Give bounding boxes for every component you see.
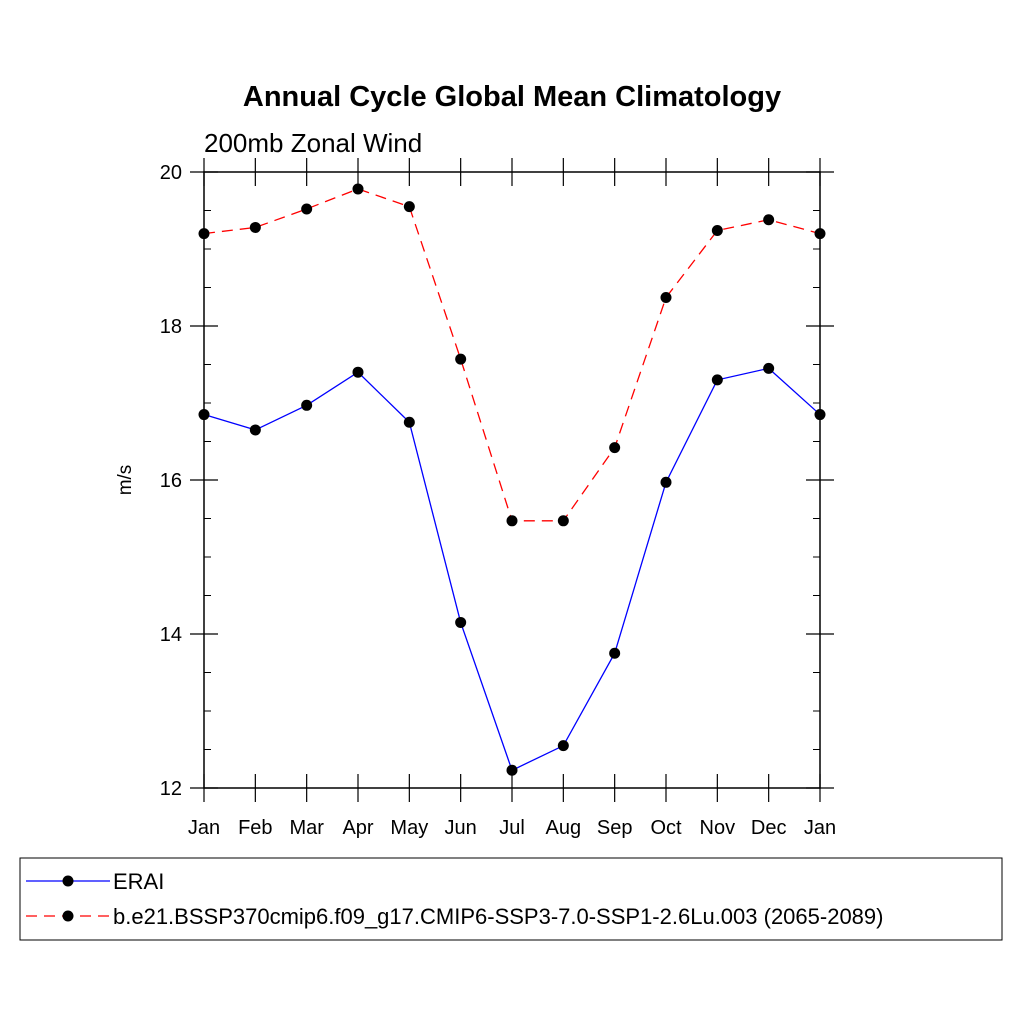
y-axis-label: m/s — [115, 465, 136, 496]
series-1-point — [506, 764, 518, 776]
y-tick-label: 16 — [160, 470, 182, 492]
y-tick-label: 20 — [160, 162, 182, 184]
y-tick-labels: 12 14 16 18 20 — [160, 162, 182, 800]
x-tick-label: Jan — [804, 817, 836, 839]
x-tick-label: Oct — [650, 817, 682, 839]
chart-title: Annual Cycle Global Mean Climatology — [243, 81, 781, 113]
y-tick-label: 18 — [160, 316, 182, 338]
series-1-point — [660, 476, 672, 488]
series-2-point — [455, 353, 467, 365]
x-tick-label: May — [390, 817, 428, 839]
x-tick-label: Sep — [597, 817, 633, 839]
series-line-1 — [203, 367, 821, 772]
series-1-point — [301, 399, 313, 411]
legend-label-2: b.e21.BSSP370cmip6.f09_g17.CMIP6-SSP3-7.… — [113, 904, 883, 929]
series-2-point — [249, 221, 261, 233]
series-2-point — [609, 442, 621, 454]
legend-label-1: ERAI — [113, 869, 164, 894]
series-2-point — [660, 292, 672, 304]
series-2-point — [557, 515, 569, 527]
x-tick-label: Dec — [751, 817, 787, 839]
x-tick-label: Nov — [700, 817, 736, 839]
x-tick-label: Apr — [342, 817, 373, 839]
series-1-point — [557, 740, 569, 752]
x-tick-label: Jun — [445, 817, 477, 839]
ticks-layer — [190, 158, 834, 802]
series-2-point — [301, 203, 313, 215]
y-tick-label: 12 — [160, 778, 182, 800]
legend: ERAI b.e21.BSSP370cmip6.f09_g17.CMIP6-SSP… — [19, 857, 1003, 941]
series-2-point — [352, 183, 364, 195]
series-1-point — [711, 374, 723, 386]
x-tick-label: Feb — [238, 817, 272, 839]
series-1-point — [763, 362, 775, 374]
y-tick-label: 14 — [160, 624, 182, 646]
x-tick-label: Mar — [289, 817, 324, 839]
series-layer — [198, 183, 826, 776]
x-tick-label: Aug — [546, 817, 582, 839]
series-2-point — [711, 225, 723, 237]
chart-subtitle: 200mb Zonal Wind — [204, 128, 422, 158]
legend-items: ERAI b.e21.BSSP370cmip6.f09_g17.CMIP6-SSP… — [26, 869, 883, 929]
series-1-point — [249, 424, 261, 436]
series-1-point — [609, 647, 621, 659]
plot-frame — [203, 171, 821, 789]
legend-marker-2 — [62, 910, 74, 922]
x-tick-labels: Jan Feb Mar Apr May Jun Jul Aug Sep Oct Nov Dec Jan — [188, 817, 836, 839]
x-tick-label: Jan — [188, 817, 220, 839]
series-2-point — [403, 201, 415, 213]
series-1-point — [403, 416, 415, 428]
series-2-point — [506, 515, 518, 527]
series-1-point — [352, 366, 364, 378]
legend-marker-1 — [62, 875, 74, 887]
legend-box — [19, 857, 1003, 941]
series-1-point — [455, 616, 467, 628]
series-line-2 — [203, 188, 821, 522]
x-tick-label: Jul — [499, 817, 525, 839]
series-2-point — [763, 214, 775, 226]
